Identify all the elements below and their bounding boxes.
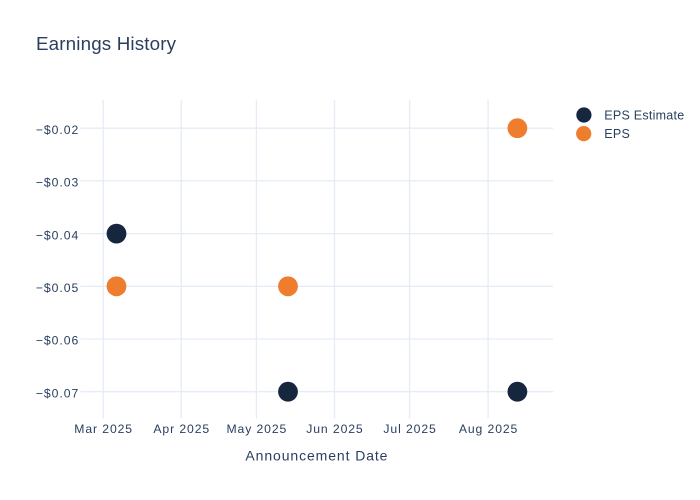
svg-text:Announcement Date: Announcement Date	[245, 447, 388, 463]
svg-text:Mar 2025: Mar 2025	[74, 422, 133, 436]
svg-text:Aug 2025: Aug 2025	[459, 422, 518, 436]
svg-text:May 2025: May 2025	[226, 422, 287, 436]
svg-text:Apr 2025: Apr 2025	[153, 422, 210, 436]
svg-text:EPS Estimate: EPS Estimate	[604, 109, 684, 123]
svg-text:Earnings History: Earnings History	[36, 33, 177, 54]
svg-text:−$0.03: −$0.03	[36, 176, 79, 190]
svg-text:−$0.04: −$0.04	[36, 228, 79, 242]
svg-text:−$0.06: −$0.06	[36, 334, 79, 348]
svg-text:−$0.05: −$0.05	[36, 281, 79, 295]
svg-text:Jul 2025: Jul 2025	[383, 422, 436, 436]
svg-text:Jun 2025: Jun 2025	[306, 422, 363, 436]
svg-text:EPS: EPS	[604, 127, 630, 141]
svg-text:−$0.02: −$0.02	[36, 123, 79, 137]
svg-text:−$0.07: −$0.07	[36, 386, 79, 400]
